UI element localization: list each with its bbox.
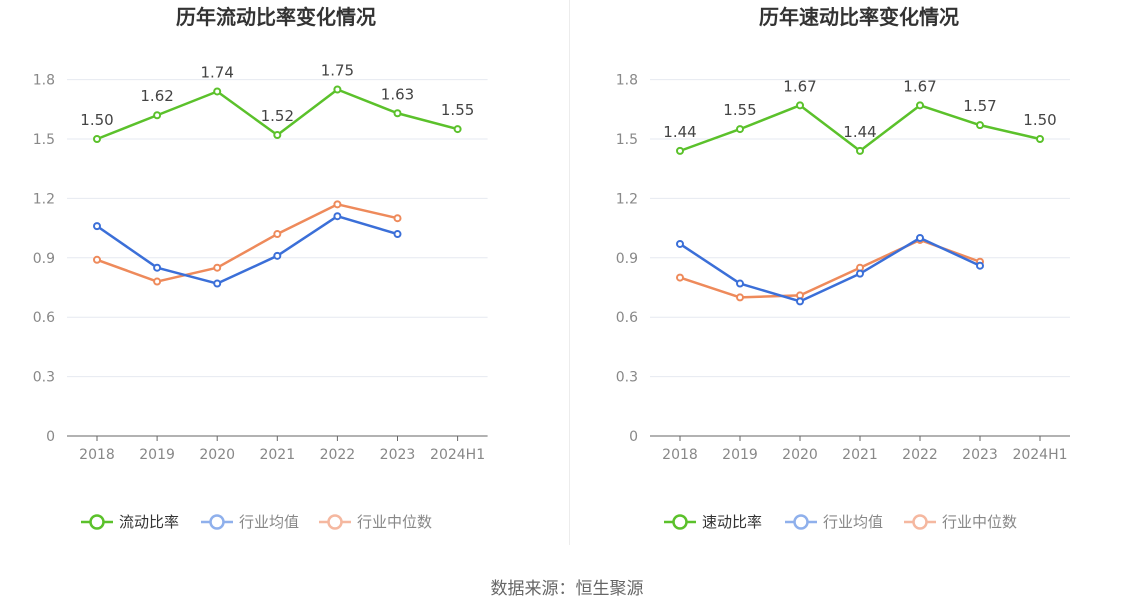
data-label: 1.62 [140, 87, 173, 105]
data-point [976, 121, 984, 130]
data-label: 1.55 [723, 101, 756, 119]
data-point [976, 261, 984, 270]
data-source-note: 数据来源：恒生聚源 [490, 579, 644, 599]
data-point [93, 255, 101, 264]
y-tick-label: 0 [46, 429, 55, 445]
legend-label: 行业均值 [823, 513, 883, 531]
data-label: 1.67 [903, 77, 936, 95]
x-tick-label: 2019 [139, 447, 175, 463]
legend-marker [209, 514, 225, 530]
legend-label: 行业中位数 [357, 513, 432, 531]
x-tick-label: 2024H1 [430, 447, 485, 463]
x-tick-label: 2019 [722, 447, 758, 463]
legend-marker [672, 514, 688, 530]
data-point [676, 146, 684, 155]
data-point [736, 279, 744, 288]
data-label: 1.52 [261, 107, 294, 125]
data-point [736, 125, 744, 134]
data-point [856, 146, 864, 155]
series-line [679, 236, 981, 303]
y-tick-label: 0.9 [33, 251, 55, 267]
y-tick-label: 0 [629, 429, 638, 445]
data-point [333, 85, 342, 94]
data-point [796, 101, 804, 110]
data-label: 1.74 [200, 63, 233, 81]
legend-marker [89, 514, 105, 530]
legend-marker [912, 514, 928, 530]
legend-label: 速动比率 [702, 513, 762, 531]
data-label: 1.50 [1023, 111, 1056, 129]
legend-label: 行业均值 [239, 513, 299, 531]
x-tick-label: 2018 [79, 447, 115, 463]
data-point [273, 131, 282, 140]
legend-label: 流动比率 [119, 513, 179, 531]
y-tick-label: 0.9 [616, 251, 638, 267]
series-line [96, 214, 398, 285]
panel-divider [569, 0, 570, 545]
x-tick-label: 2022 [902, 447, 938, 463]
chart-title: 历年流动比率变化情况 [176, 5, 376, 29]
data-point [153, 111, 162, 120]
x-tick-label: 2023 [380, 447, 416, 463]
data-point [93, 222, 101, 231]
data-label: 1.57 [963, 97, 996, 115]
data-point [153, 263, 162, 272]
data-point [453, 125, 462, 134]
data-label: 1.75 [321, 62, 354, 80]
data-point [916, 101, 924, 110]
y-tick-label: 0.6 [33, 310, 55, 326]
data-label: 1.50 [80, 111, 113, 129]
y-tick-label: 0.3 [616, 370, 638, 386]
legend-marker [327, 514, 343, 530]
data-point [676, 239, 684, 248]
y-tick-label: 0.3 [33, 370, 55, 386]
legend-label: 行业中位数 [942, 513, 1017, 531]
data-point [333, 212, 342, 221]
data-point [856, 269, 864, 278]
x-tick-label: 2020 [199, 447, 235, 463]
y-tick-label: 1.2 [616, 191, 638, 207]
x-tick-label: 2024H1 [1012, 447, 1067, 463]
data-point [676, 273, 684, 282]
data-label: 1.63 [381, 85, 414, 103]
y-tick-label: 1.5 [33, 132, 55, 148]
x-tick-label: 2021 [259, 447, 295, 463]
y-tick-label: 1.8 [33, 73, 55, 89]
data-point [796, 297, 804, 306]
chart-title: 历年速动比率变化情况 [759, 5, 959, 29]
data-point [736, 293, 744, 302]
data-point [393, 109, 402, 118]
data-point [333, 200, 342, 209]
x-tick-label: 2020 [782, 447, 818, 463]
data-point [153, 277, 162, 286]
data-point [213, 263, 222, 272]
legend-marker [793, 514, 809, 530]
series-line [96, 203, 398, 283]
data-point [1036, 135, 1044, 143]
data-point [393, 230, 402, 239]
y-tick-label: 1.5 [616, 132, 638, 148]
data-point [213, 279, 222, 288]
data-point [393, 214, 402, 223]
data-label: 1.44 [663, 123, 696, 141]
x-tick-label: 2023 [962, 447, 998, 463]
data-label: 1.67 [783, 77, 816, 95]
x-tick-label: 2022 [320, 447, 356, 463]
data-label: 1.55 [441, 101, 474, 119]
x-tick-label: 2021 [842, 447, 878, 463]
y-tick-label: 0.6 [616, 310, 638, 326]
data-point [93, 135, 101, 143]
x-tick-label: 2018 [662, 447, 698, 463]
data-label: 1.44 [843, 123, 876, 141]
y-tick-label: 1.8 [616, 73, 638, 89]
data-point [916, 234, 924, 242]
y-tick-label: 1.2 [33, 191, 55, 207]
data-point [273, 230, 282, 239]
data-point [273, 251, 282, 260]
data-point [213, 87, 222, 96]
